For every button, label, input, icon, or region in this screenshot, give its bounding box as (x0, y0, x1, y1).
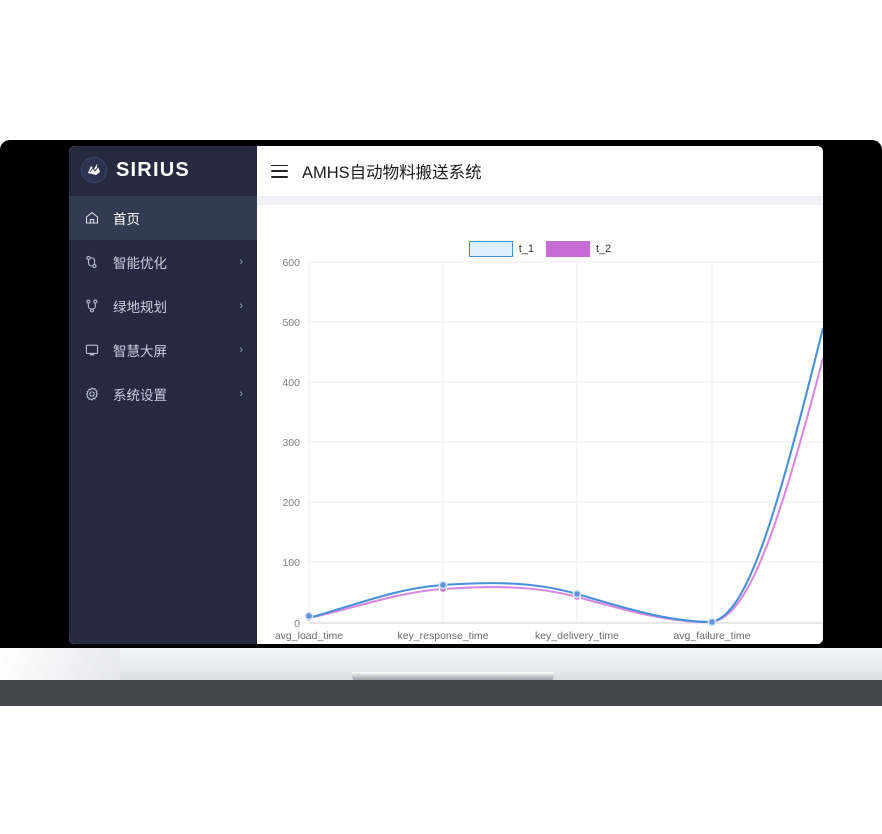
laptop-base (0, 648, 882, 706)
main-area: AMHS自动物料搬送系统 t_1 (257, 146, 823, 644)
node-branch-icon (83, 254, 100, 271)
legend-label-t2: t_2 (596, 243, 612, 255)
laptop-base-bevel (0, 648, 120, 680)
laptop-base-notch (352, 672, 554, 682)
chart-card: t_1 t_2 (257, 205, 823, 644)
legend-swatch-t2 (546, 241, 590, 257)
sidebar-item-intelligent-optimization[interactable]: 智能优化 › (69, 240, 257, 284)
legend-item-t1[interactable]: t_1 (468, 241, 534, 257)
svg-text:500: 500 (282, 317, 300, 329)
chart-x-tick-labels: avg_load_time key_response_time key_deli… (275, 630, 751, 642)
sidebar-item-label: 智能优化 (113, 256, 167, 271)
line-chart: t_1 t_2 (257, 205, 823, 644)
gear-icon (83, 386, 100, 403)
chart-series-t1-line (308, 327, 823, 624)
chart-series-t2-markers (304, 585, 717, 627)
sidebar-item-label: 智慧大屏 (113, 344, 167, 359)
svg-text:200: 200 (282, 497, 300, 509)
x-tick-3: avg_failure_time (673, 630, 750, 642)
sidebar-item-label: 首页 (113, 212, 140, 227)
sidebar-item-green-planning[interactable]: 绿地规划 › (69, 284, 257, 328)
chart-category-lines (308, 262, 713, 623)
monitor-icon (83, 342, 100, 359)
git-branch-icon (83, 298, 100, 315)
svg-text:0: 0 (294, 618, 300, 630)
sidebar-item-system-settings[interactable]: 系统设置 › (69, 372, 257, 416)
chart-series-t2-line (308, 357, 823, 624)
svg-text:600: 600 (282, 257, 300, 269)
svg-text:300: 300 (282, 437, 300, 449)
chevron-right-icon: › (239, 299, 243, 312)
top-header-bar: AMHS自动物料搬送系统 (257, 146, 823, 197)
sidebar-item-label: 系统设置 (113, 388, 167, 403)
sidebar: SIRIUS 首页 (69, 146, 257, 644)
sidebar-nav: 首页 智能优化 › (69, 194, 257, 416)
x-tick-2: key_delivery_time (535, 630, 619, 642)
laptop-base-strip (0, 680, 882, 706)
legend-swatch-t1 (468, 241, 513, 257)
chart-series-t1-markers (304, 580, 717, 627)
x-tick-0: avg_load_time (275, 630, 343, 642)
content-region: t_1 t_2 (257, 197, 823, 644)
chevron-right-icon: › (239, 343, 243, 356)
brand-logo[interactable]: SIRIUS (69, 146, 257, 194)
hamburger-menu-icon[interactable] (271, 164, 288, 178)
legend-label-t1: t_1 (518, 243, 534, 255)
page-title: AMHS自动物料搬送系统 (302, 164, 482, 182)
chart-legend: t_1 t_2 (257, 241, 823, 257)
legend-item-t2[interactable]: t_2 (546, 241, 611, 257)
chevron-right-icon: › (239, 255, 243, 268)
chart-gridlines (309, 261, 823, 563)
svg-text:400: 400 (282, 377, 300, 389)
chart-y-tick-labels: 600 500 400 300 200 100 0 (282, 257, 300, 630)
x-tick-1: key_response_time (397, 630, 488, 642)
eagle-crest-icon (81, 157, 107, 183)
sidebar-item-smart-screen[interactable]: 智慧大屏 › (69, 328, 257, 372)
application-window: SIRIUS 首页 (69, 146, 823, 644)
sidebar-item-label: 绿地规划 (113, 300, 167, 315)
chart-plot-area: 600 500 400 300 200 100 0 (275, 257, 823, 642)
sidebar-item-home[interactable]: 首页 (69, 196, 257, 240)
chevron-right-icon: › (239, 387, 243, 400)
brand-name: SIRIUS (116, 158, 190, 181)
home-icon (83, 210, 100, 227)
svg-text:100: 100 (282, 557, 300, 569)
laptop-screen: SIRIUS 首页 (69, 146, 823, 644)
